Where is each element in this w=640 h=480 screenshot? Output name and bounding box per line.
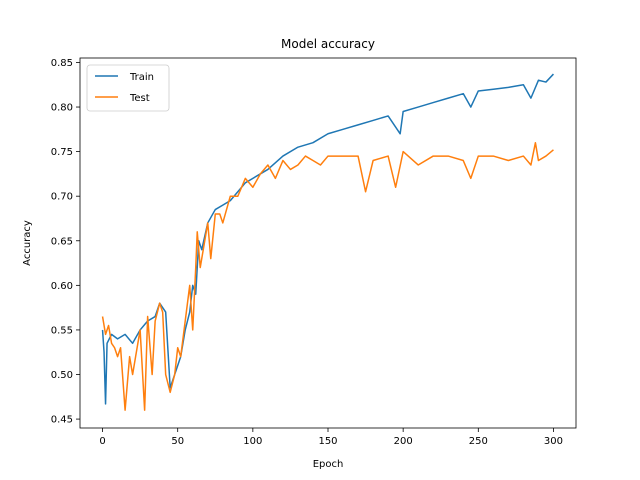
series-layer [101, 73, 554, 411]
x-tick-label: 150 [318, 436, 337, 447]
y-tick-label: 0.65 [51, 236, 73, 247]
x-axis-label: Epoch [313, 459, 344, 470]
legend: Train Test [86, 64, 170, 112]
x-tick-label: 100 [243, 436, 262, 447]
chart-title: Model accuracy [281, 37, 375, 51]
x-tick-label: 200 [394, 436, 413, 447]
legend-box [86, 64, 170, 112]
legend-label-train: Train [129, 72, 154, 83]
y-tick-label: 0.45 [51, 415, 73, 426]
x-tick-label: 50 [171, 436, 184, 447]
y-tick-label: 0.85 [51, 58, 73, 69]
y-tick-label: 0.70 [51, 192, 73, 203]
plot-area [80, 58, 576, 428]
y-axis-label: Accuracy [22, 220, 33, 266]
y-tick-label: 0.75 [51, 147, 73, 158]
y-tick-label: 0.55 [51, 325, 73, 336]
x-tick-label: 300 [544, 436, 563, 447]
x-tick-label: 250 [469, 436, 488, 447]
y-tick-label: 0.60 [51, 281, 73, 292]
y-axis: 0.45 0.50 0.55 0.60 0.65 0.70 0.75 0.80 0.85 [51, 58, 80, 426]
series-line-test [101, 141, 554, 411]
x-axis: 0 50 100 150 200 250 300 [99, 428, 563, 447]
y-tick-label: 0.80 [51, 103, 73, 114]
legend-label-test: Test [129, 93, 150, 104]
x-tick-label: 0 [99, 436, 105, 447]
y-tick-label: 0.50 [51, 370, 73, 381]
series-line-train [101, 73, 554, 405]
